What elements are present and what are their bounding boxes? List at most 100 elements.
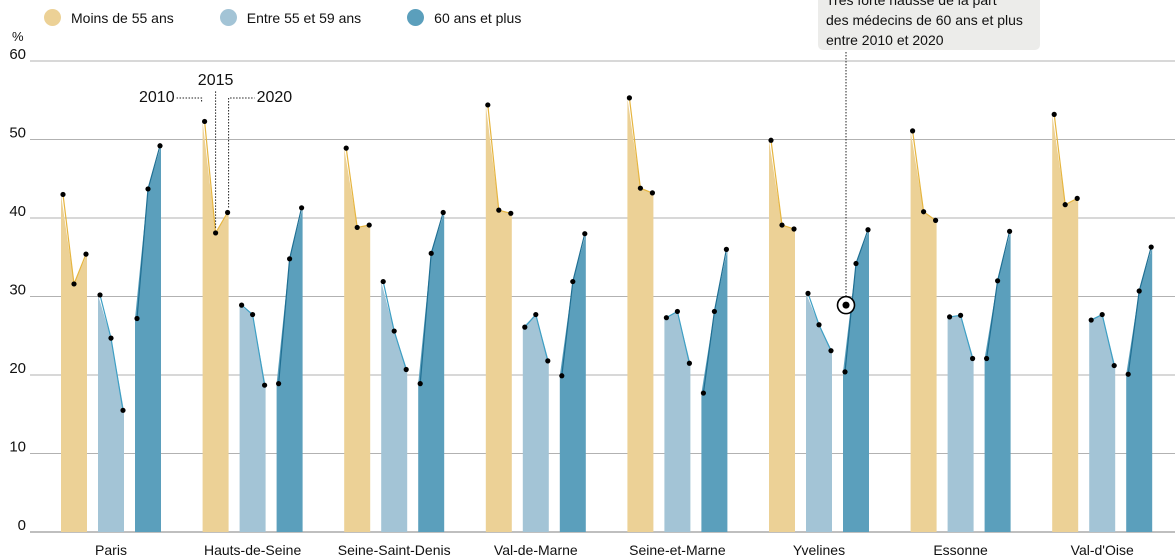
category-label-seine-saint-denis: Seine-Saint-Denis (338, 542, 451, 558)
category-label-seine-et-marne: Seine-et-Marne (629, 542, 726, 558)
point-yvelines-55-59-2020 (828, 348, 834, 354)
point-val-de-marne-55-59-2010 (522, 324, 528, 330)
point-paris-moins-de-55-2010 (60, 191, 66, 198)
point-essonne-55-59-2015 (958, 312, 964, 318)
point-seine-saint-denis-55-59-2020 (403, 366, 409, 373)
year-leader-2020 (228, 97, 255, 208)
point-hauts-de-seine-60-plus-2020 (299, 205, 305, 211)
annotation-line-1: Très forte hausse de la part (826, 0, 997, 8)
legend-swatch-60-plus (407, 9, 425, 26)
point-seine-saint-denis-moins-de-55-2010 (343, 145, 349, 151)
legend-swatch-moins-de-55 (44, 9, 61, 26)
y-tick-label-60: 60 (9, 46, 26, 63)
point-val-de-marne-moins-de-55-2015 (496, 207, 502, 213)
point-seine-saint-denis-moins-de-55-2015 (354, 224, 360, 231)
category-label-val-de-marne: Val-de-Marne (494, 542, 578, 558)
point-hauts-de-seine-moins-de-55-2010 (202, 118, 208, 125)
point-hauts-de-seine-60-plus-2010 (276, 381, 282, 387)
point-seine-et-marne-55-59-2010 (663, 315, 670, 321)
point-seine-et-marne-60-plus-2020 (723, 246, 730, 252)
area-essonne-55-59 (947, 315, 974, 532)
point-yvelines-60-plus-2020 (865, 227, 871, 233)
highlight-marker-dot (842, 301, 850, 309)
category-label-yvelines: Yvelines (793, 542, 845, 558)
point-seine-saint-denis-55-59-2010 (380, 278, 386, 285)
point-yvelines-60-plus-2015 (853, 260, 859, 267)
legend-item-55-59: Entre 55 et 59 ans (219, 9, 361, 26)
point-essonne-55-59-2010 (947, 314, 953, 320)
area-val-de-marne-moins-de-55 (485, 104, 512, 533)
legend-label-moins-de-55: Moins de 55 ans (71, 9, 174, 26)
area-hauts-de-seine-55-59 (239, 305, 266, 532)
point-paris-moins-de-55-2015 (71, 281, 77, 287)
point-val-d-oise-moins-de-55-2020 (1074, 195, 1080, 201)
point-val-de-marne-55-59-2020 (545, 358, 551, 364)
legend-item-60-plus: 60 ans et plus (407, 9, 521, 26)
category-label-essonne: Essonne (933, 542, 988, 558)
point-seine-saint-denis-60-plus-2015 (428, 250, 434, 256)
area-val-d-oise-60-plus (1126, 247, 1153, 533)
year-leader-2010 (176, 97, 203, 102)
point-val-de-marne-moins-de-55-2020 (508, 210, 514, 216)
chart-areas (60, 95, 1154, 533)
point-val-de-marne-55-59-2015 (533, 311, 539, 318)
point-seine-saint-denis-55-59-2015 (391, 328, 397, 334)
y-tick-label-40: 40 (9, 203, 26, 220)
point-val-d-oise-moins-de-55-2010 (1051, 111, 1057, 117)
area-seine-et-marne-60-plus (701, 249, 728, 532)
point-hauts-de-seine-55-59-2010 (239, 302, 245, 308)
point-val-de-marne-60-plus-2020 (582, 231, 588, 237)
point-essonne-moins-de-55-2010 (910, 128, 916, 134)
area-yvelines-55-59 (806, 293, 832, 532)
point-essonne-60-plus-2015 (995, 278, 1001, 284)
point-val-de-marne-60-plus-2015 (570, 278, 576, 285)
area-essonne-60-plus (984, 231, 1011, 532)
point-hauts-de-seine-55-59-2020 (262, 382, 268, 388)
point-val-d-oise-60-plus-2015 (1136, 288, 1142, 294)
category-label-hauts-de-seine: Hauts-de-Seine (204, 542, 301, 558)
point-hauts-de-seine-moins-de-55-2015 (213, 230, 219, 236)
annotation-box: Très forte hausse de la part des médecin… (818, 0, 1040, 50)
area-paris-55-59 (98, 294, 124, 532)
area-seine-saint-denis-60-plus (418, 212, 445, 532)
point-seine-et-marne-moins-de-55-2020 (649, 190, 656, 196)
area-essonne-moins-de-55 (910, 130, 937, 533)
point-paris-60-plus-2010 (134, 315, 140, 322)
area-yvelines-moins-de-55 (769, 140, 795, 532)
y-tick-label-20: 20 (9, 360, 26, 377)
point-essonne-55-59-2020 (970, 355, 976, 362)
category-label-paris: Paris (95, 542, 127, 558)
point-seine-saint-denis-60-plus-2010 (417, 381, 423, 387)
point-paris-60-plus-2015 (145, 186, 151, 192)
area-yvelines-60-plus (843, 229, 869, 532)
annotation-line-3: entre 2010 et 2020 (826, 32, 944, 48)
point-hauts-de-seine-moins-de-55-2020 (225, 209, 231, 216)
legend-swatch-55-59 (219, 9, 237, 26)
area-seine-et-marne-55-59 (664, 311, 691, 532)
area-hauts-de-seine-moins-de-55 (202, 121, 229, 532)
area-val-de-marne-55-59 (522, 314, 549, 532)
point-yvelines-55-59-2015 (816, 322, 822, 328)
point-seine-saint-denis-moins-de-55-2020 (366, 222, 372, 228)
point-essonne-60-plus-2020 (1007, 228, 1013, 234)
area-paris-moins-de-55 (61, 194, 87, 532)
area-seine-saint-denis-55-59 (381, 281, 408, 532)
point-val-d-oise-55-59-2015 (1099, 311, 1105, 318)
point-seine-et-marne-moins-de-55-2015 (637, 185, 644, 191)
point-seine-et-marne-55-59-2020 (686, 360, 693, 366)
point-essonne-60-plus-2010 (984, 355, 990, 362)
point-val-d-oise-moins-de-55-2015 (1062, 202, 1068, 208)
point-essonne-moins-de-55-2020 (933, 217, 939, 223)
area-val-d-oise-55-59 (1089, 314, 1116, 532)
point-val-d-oise-55-59-2010 (1088, 317, 1094, 323)
year-label-2015: 2015 (198, 72, 234, 89)
point-paris-55-59-2015 (108, 335, 114, 341)
point-yvelines-60-plus-2010 (842, 369, 848, 375)
area-seine-saint-denis-moins-de-55 (344, 148, 371, 532)
point-seine-saint-denis-60-plus-2020 (440, 209, 446, 216)
area-hauts-de-seine-60-plus (276, 207, 303, 533)
point-paris-55-59-2020 (120, 407, 126, 413)
y-tick-label-50: 50 (9, 125, 26, 142)
point-paris-moins-de-55-2020 (83, 251, 89, 257)
